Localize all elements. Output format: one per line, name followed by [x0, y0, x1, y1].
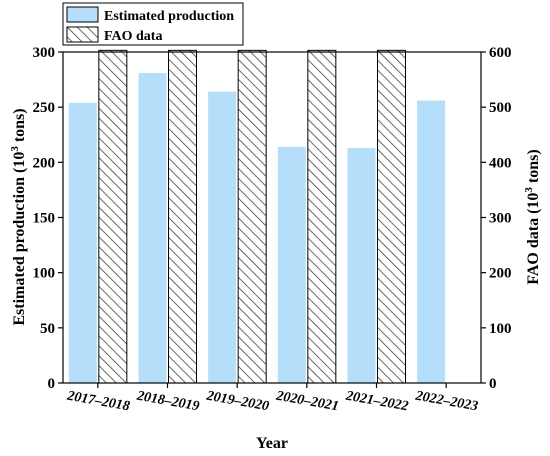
right-tick-label: 300 [489, 211, 512, 227]
left-tick-label: 250 [33, 100, 56, 116]
fao-data-bars [98, 49, 406, 384]
estimated-production-bars [68, 72, 446, 384]
left-axis-ticks: 0 50 100 150 200 250 300 [33, 45, 63, 392]
x-tick-label: 2021–2022 [344, 389, 410, 415]
right-tick-label: 600 [489, 45, 512, 61]
x-tick-label: 2019–2020 [204, 389, 270, 415]
bar-estimated-production [68, 102, 97, 384]
right-axis-ticks: 0 100 200 300 400 500 600 [481, 45, 512, 392]
bar-fao-data [377, 49, 406, 384]
bar-estimated-production [138, 72, 167, 384]
left-tick-label: 200 [33, 155, 56, 171]
x-axis-title: Year [256, 435, 288, 452]
legend-swatch-fao-data [66, 26, 99, 43]
legend-label-fao-data: FAO data [104, 29, 162, 44]
right-tick-label: 100 [489, 321, 512, 337]
bar-fao-data [307, 49, 337, 384]
left-tick-label: 300 [33, 45, 56, 61]
x-tick-label: 2022–2023 [413, 389, 479, 415]
left-tick-label: 50 [40, 321, 55, 337]
left-tick-label: 150 [33, 211, 56, 227]
bar-estimated-production [208, 91, 237, 383]
left-tick-label: 100 [33, 266, 56, 282]
x-tick-label: 2020–2021 [274, 389, 340, 415]
right-axis-title: FAO data (103 tons) [523, 149, 542, 284]
bar-fao-data [168, 49, 197, 384]
left-axis-title: Estimated production (103 tons) [9, 108, 28, 325]
right-tick-label: 400 [489, 155, 512, 171]
legend-label-estimated-production: Estimated production [104, 9, 234, 24]
legend-swatch-estimated-production [66, 6, 99, 23]
x-axis-ticks: 2017–2018 2018–2019 2019–2020 2020–2021 2021… [65, 383, 479, 414]
x-tick-label: 2017–2018 [65, 389, 131, 415]
legend: Estimated production FAO data [62, 2, 244, 46]
bar-estimated-production [417, 100, 446, 384]
bar-estimated-production [277, 146, 306, 383]
right-tick-label: 200 [489, 266, 512, 282]
left-tick-label: 0 [48, 376, 56, 392]
x-tick-label: 2018–2019 [135, 389, 201, 415]
bar-fao-data [98, 49, 128, 384]
right-tick-label: 0 [489, 376, 497, 392]
bar-estimated-production [347, 147, 376, 383]
right-tick-label: 500 [489, 100, 512, 116]
bar-fao-data [237, 49, 267, 384]
